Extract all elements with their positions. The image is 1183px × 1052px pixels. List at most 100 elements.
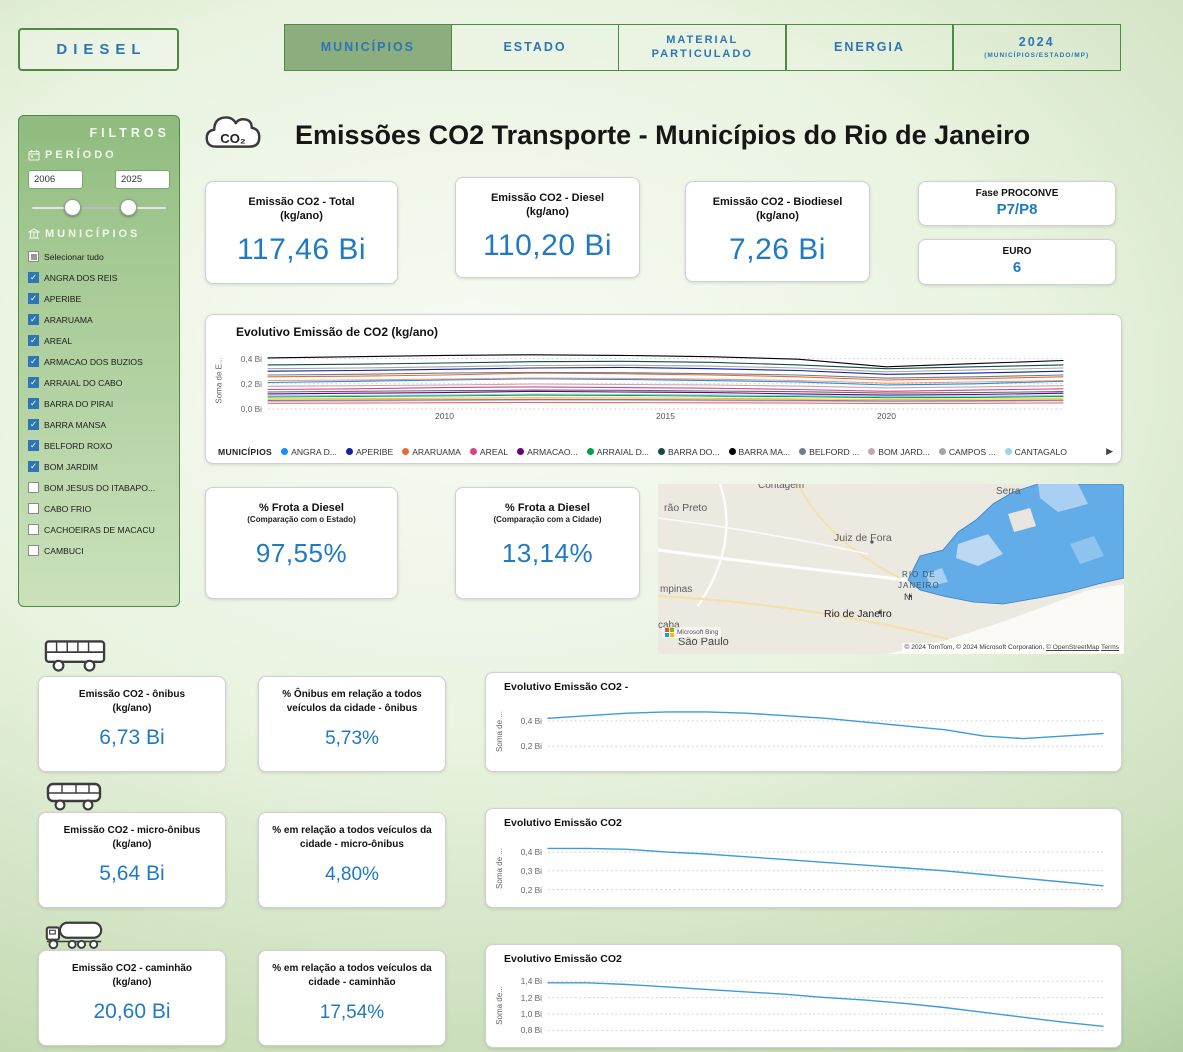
legend-color-dot <box>799 448 807 455</box>
map-label-sao-paulo: São Paulo <box>678 636 729 648</box>
legend-color-dot <box>868 448 876 455</box>
legend-item[interactable]: ARARUAMA <box>402 447 461 457</box>
legend-color-dot <box>938 448 946 455</box>
kpi-card-onibus: Emissão CO2 - ônibus (kg/ano) 6,73 Bi <box>38 676 226 772</box>
tab-municipios[interactable]: MUNICÍPIOS <box>283 24 453 71</box>
terms-link[interactable]: Terms <box>1101 644 1119 651</box>
map-label-ribeirao-preto: rão Preto <box>664 502 708 514</box>
kpi-label: Emissão CO2 - Total (kg/ano) <box>248 196 355 223</box>
legend-item[interactable]: BELFORD ... <box>799 447 859 457</box>
y-axis-ticks: 0,4 Bi 0,3 Bi 0,2 Bi <box>520 847 542 895</box>
municipios-label: MUNICÍPIOS <box>45 228 141 240</box>
legend-label: ARRAIAL D... <box>596 446 649 457</box>
slider-handle-end[interactable] <box>120 199 138 216</box>
municipio-checkbox-row[interactable]: Selecionar tudo <box>28 246 170 267</box>
checkbox-icon: ✓ <box>28 356 39 367</box>
municipio-label: BELFORD ROXO <box>44 440 113 451</box>
legend-item[interactable]: CANTAGALO <box>1004 447 1067 457</box>
legend-color-dot <box>728 448 736 455</box>
checkbox-icon: ✓ <box>28 461 39 472</box>
tab-material-particulado[interactable]: MATERIAL PARTICULADO <box>617 24 787 71</box>
kpi-value: P7/P8 <box>996 201 1038 218</box>
kpi-sublabel: (Comparação com a Cidade) <box>493 515 602 525</box>
municipio-checkbox-row[interactable]: ✓ AREAL <box>28 330 170 351</box>
legend-item[interactable]: ANGRA D... <box>281 447 337 457</box>
tab-estado[interactable]: ESTADO <box>450 24 620 71</box>
osm-link[interactable]: © OpenStreetMap <box>1046 644 1100 651</box>
municipio-checkbox-row[interactable]: ✓ ARMACAO DOS BUZIOS <box>28 351 170 372</box>
micro-onibus-plot[interactable]: Soma de ... 0,4 Bi 0,3 Bi 0,2 Bi <box>495 839 1104 897</box>
map-label-sorocaba: caba <box>658 620 680 631</box>
y-axis-title: Soma de ... <box>494 710 504 752</box>
municipio-checkbox-row[interactable]: ✓ BARRA DO PIRAI <box>28 393 170 414</box>
municipio-checkbox-row[interactable]: CABO FRIO <box>28 498 170 519</box>
kpi-label: Emissão CO2 - caminhão (kg/ano) <box>71 963 193 988</box>
legend-item[interactable]: APERIBE <box>345 447 393 457</box>
legend-item[interactable]: AREAL <box>469 446 509 457</box>
evolutivo-co2-chart-card: Evolutivo Emissão de CO2 (kg/ano) Soma d… <box>205 314 1122 464</box>
kpi-value: 6,73 Bi <box>99 726 165 749</box>
legend-scroll-arrow-icon[interactable]: ▶ <box>1106 446 1113 456</box>
checkbox-icon: ✓ <box>28 377 39 388</box>
municipio-checkbox-row[interactable]: ✓ ARRAIAL DO CABO <box>28 372 170 393</box>
checkbox-icon <box>28 482 39 493</box>
kpi-card-co2-biodiesel: Emissão CO2 - Biodiesel (kg/ano) 7,26 Bi <box>685 181 870 282</box>
micro-onibus-evolutivo-chart-card: Evolutivo Emissão CO2 Soma de ... 0,4 Bi… <box>485 808 1122 908</box>
checkbox-icon: ✓ <box>28 398 39 409</box>
municipio-label: BOM JESUS DO ITABAPO... <box>44 482 156 493</box>
diesel-page-button[interactable]: DIESEL <box>18 28 179 71</box>
municipio-checkbox-row[interactable]: ✓ BOM JARDIM <box>28 456 170 477</box>
y-axis-title: Soma de E... <box>214 356 224 404</box>
kpi-value: 5,64 Bi <box>99 862 165 885</box>
period-slider[interactable] <box>32 197 166 219</box>
tab-label: 2024 <box>1018 34 1055 49</box>
kpi-label: % Frota a Diesel <box>259 502 344 514</box>
x-axis-ticks: 2010 2015 2020 <box>435 411 896 421</box>
period-end-input[interactable]: 2025 <box>115 170 170 189</box>
municipio-label: BARRA DO PIRAI <box>44 398 114 409</box>
municipio-checkbox-row[interactable]: ✓ ANGRA DOS REIS <box>28 267 170 288</box>
microsoft-logo-icon <box>665 628 674 637</box>
municipio-checkbox-row[interactable]: CAMBUCI <box>28 540 170 561</box>
legend-item[interactable]: CAMPOS ... <box>938 447 996 457</box>
kpi-value: 110,20 Bi <box>482 228 613 262</box>
checkbox-icon: ✓ <box>28 314 39 325</box>
legend-label: AREAL <box>479 446 509 457</box>
municipio-label: CACHOEIRAS DE MACACU <box>44 524 155 535</box>
municipio-checkbox-row[interactable]: BOM JESUS DO ITABAPO... <box>28 477 170 498</box>
filters-title: FILTROS <box>89 126 170 140</box>
legend-item[interactable]: BARRA MA... <box>728 447 790 457</box>
municipio-checkbox-row[interactable]: ✓ BARRA MANSA <box>28 414 170 435</box>
tab-label: MATERIAL PARTICULADO <box>651 33 753 60</box>
period-start-input[interactable]: 2006 <box>28 170 83 189</box>
evolutivo-plot[interactable]: Soma de E... 0,0 Bi 0,2 Bi 0,4 Bi 2010 2015… <box>215 351 1064 421</box>
tab-energia[interactable]: ENERGIA <box>785 24 954 71</box>
municipio-checkbox-row[interactable]: ✓ APERIBE <box>28 288 170 309</box>
slider-range <box>66 207 124 209</box>
period-header: PERÍODO <box>28 149 170 161</box>
legend-item[interactable]: ARRAIAL D... <box>586 446 649 457</box>
tab-2024[interactable]: 2024 (MUNICÍPIOS/ESTADO/MP) <box>952 24 1122 71</box>
line-chart-plot <box>547 980 1104 1031</box>
page-title: Emissões CO2 Transporte - Municípios do … <box>295 120 1031 150</box>
slider-handle-start[interactable] <box>64 199 82 216</box>
legend-label: ARARUAMA <box>412 446 461 457</box>
onibus-plot[interactable]: Soma de ... 0,4 Bi 0,2 Bi <box>495 703 1104 759</box>
legend-item[interactable]: BARRA DO... <box>657 446 720 457</box>
rio-de-janeiro-map[interactable]: Contagem Serra rão Preto Juiz de Fora RI… <box>658 484 1124 654</box>
municipio-checkbox-row[interactable]: ✓ ARARUAMA <box>28 309 170 330</box>
kpi-label: Emissão CO2 - ônibus (kg/ano) <box>78 689 186 714</box>
municipios-header: MUNICÍPIOS <box>28 228 170 240</box>
municipio-checkbox-row[interactable]: ✓ BELFORD ROXO <box>28 435 170 456</box>
checkbox-icon: ✓ <box>28 440 39 451</box>
legend-label: BARRA DO... <box>667 446 720 457</box>
legend-item[interactable]: ARMACAO... <box>517 447 578 457</box>
kpi-card-co2-total: Emissão CO2 - Total (kg/ano) 117,46 Bi <box>205 181 398 284</box>
kpi-label: Emissão CO2 - micro-ônibus (kg/ano) <box>63 825 201 850</box>
caminhao-plot[interactable]: Soma de... 1,4 Bi 1,2 Bi 1,0 Bi 0,8 Bi <box>495 973 1104 1037</box>
municipio-checkbox-row[interactable]: CACHOEIRAS DE MACACU <box>28 519 170 540</box>
legend-item[interactable]: BOM JARD... <box>868 447 930 457</box>
bing-logo[interactable]: Microsoft Bing <box>662 627 722 638</box>
legend-color-dot <box>517 448 525 455</box>
legend-items: ANGRA D... APERIBE ARARUAMA AREAL ARMACAO...… <box>281 447 1067 457</box>
